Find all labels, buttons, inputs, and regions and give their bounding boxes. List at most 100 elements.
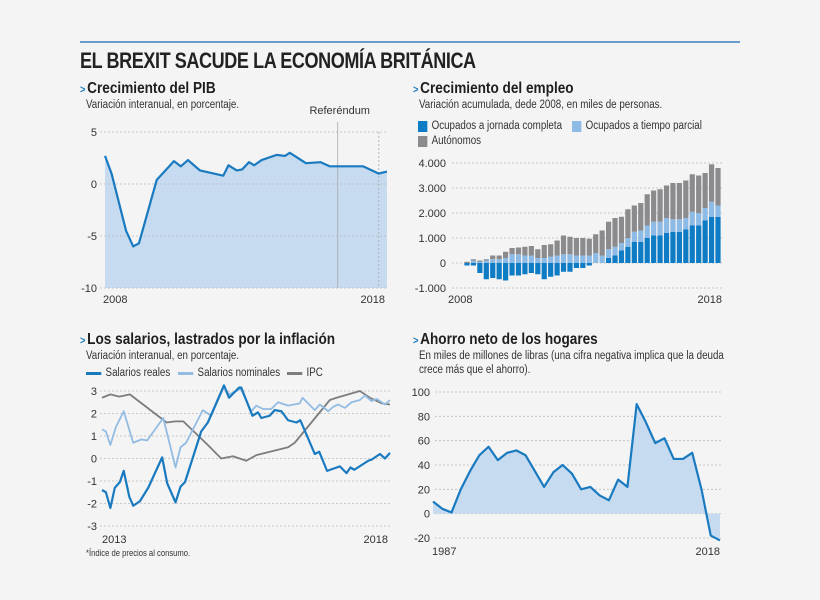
bar-full-time <box>663 233 670 263</box>
legend-label: Ocupados a tiempo parcial <box>585 120 702 132</box>
bar-self-employed <box>696 175 702 213</box>
bar-part-time <box>618 243 625 251</box>
bar-part-time <box>708 201 715 217</box>
chart-ahorro-subtitle: En miles de millones de libras (una cifr… <box>419 350 724 376</box>
ipc-line <box>101 390 391 462</box>
legend-item-ipc: IPC <box>287 367 323 379</box>
bar-full-time <box>644 238 650 263</box>
bar-part-time <box>593 253 599 263</box>
bar-full-time <box>554 263 560 276</box>
bar-part-time <box>670 219 676 232</box>
bar-part-time <box>554 255 560 263</box>
y-tick-label: 0 <box>424 509 430 521</box>
legend-item-full-time: Ocupados a jornada completa <box>418 120 562 132</box>
bar-self-employed <box>548 244 554 257</box>
bar-part-time <box>676 219 682 232</box>
chart-pib-subtitle: Variación interanual, en porcentaje. <box>86 99 240 111</box>
y-tick-label: -1.000 <box>415 283 446 295</box>
bar-part-time <box>657 221 663 236</box>
legend-label: Autónomos <box>431 135 482 147</box>
bar-self-employed <box>503 251 509 258</box>
bar-full-time <box>625 246 631 263</box>
bar-self-employed <box>490 255 496 260</box>
nominal-wages-line <box>101 385 391 469</box>
x-tick-label: 2008 <box>448 294 472 306</box>
bar-self-employed <box>509 248 515 255</box>
bar-full-time <box>586 263 592 266</box>
bar-self-employed <box>567 236 573 255</box>
legend-label: Salarios nominales <box>197 367 281 379</box>
bar-self-employed <box>554 240 560 256</box>
chart-empleo-title: > Crecimiento del empleo <box>413 80 574 98</box>
y-tick-label: 80 <box>418 411 430 423</box>
bar-part-time <box>490 259 496 263</box>
bar-self-employed <box>593 234 599 253</box>
x-tick-label: 2018 <box>696 546 720 558</box>
bar-full-time <box>477 263 483 273</box>
page-title: EL BREXIT SACUDE LA ECONOMÍA BRITÁNICA <box>80 48 476 73</box>
y-tick-label: -10 <box>81 283 97 295</box>
bar-full-time <box>464 263 470 266</box>
chart-pib-title-text: Crecimiento del PIB <box>87 80 216 97</box>
bar-full-time <box>528 263 534 273</box>
bar-part-time <box>651 221 657 236</box>
legend-line <box>287 371 303 375</box>
y-tick-label: 60 <box>418 436 430 448</box>
y-tick-label: 3 <box>91 386 97 398</box>
bar-part-time <box>522 255 528 263</box>
y-tick-label: 0 <box>91 179 97 191</box>
y-tick-label: 40 <box>418 460 430 472</box>
bar-full-time <box>683 229 689 263</box>
y-tick-label: -20 <box>414 533 430 545</box>
bar-full-time <box>651 235 657 263</box>
bar-full-time <box>522 263 528 275</box>
bar-full-time <box>483 263 489 280</box>
chart-salarios-subtitle: Variación interanual, en porcentaje. <box>86 350 240 362</box>
bar-part-time <box>528 255 534 263</box>
bar-self-employed <box>618 216 625 243</box>
bar-part-time <box>605 249 612 258</box>
bar-self-employed <box>470 259 477 261</box>
chart-empleo-subtitle: Variación acumulada, dede 2008, en miles… <box>419 99 663 111</box>
legend-line <box>178 371 194 375</box>
bar-full-time <box>605 258 612 263</box>
bar-full-time <box>708 216 715 263</box>
footnote: *Índice de precios al consumo. <box>86 548 191 558</box>
y-tick-label: 100 <box>412 387 430 399</box>
bar-full-time <box>548 263 554 277</box>
chart-salarios-title-text: Los salarios, lastrados por la inflación <box>87 331 336 348</box>
bar-self-employed <box>683 180 689 218</box>
y-tick-label: 2.000 <box>418 208 446 220</box>
bar-full-time <box>715 216 721 263</box>
bar-part-time <box>638 230 644 242</box>
bar-full-time <box>535 263 541 275</box>
bar-part-time <box>715 205 721 217</box>
legend-label: Ocupados a jornada completa <box>431 120 563 132</box>
bar-full-time <box>638 241 644 263</box>
chart-pib-title: > Crecimiento del PIB <box>80 80 216 98</box>
chevron-right-icon: > <box>80 335 86 347</box>
bar-full-time <box>580 263 586 268</box>
bar-full-time <box>612 255 618 263</box>
y-tick-label: 5 <box>91 127 97 139</box>
bar-full-time <box>509 263 515 276</box>
legend-item-real-wages: Salarios reales <box>86 367 170 379</box>
y-tick-label: -5 <box>87 231 97 243</box>
pib-area <box>105 152 387 288</box>
x-tick-label: 1987 <box>432 546 456 558</box>
chevron-right-icon: > <box>413 335 419 347</box>
bar-full-time <box>670 231 676 263</box>
chart-empleo-title-text: Crecimiento del empleo <box>420 80 574 97</box>
y-tick-label: 4.000 <box>418 158 446 170</box>
bar-self-employed <box>515 247 522 255</box>
bar-self-employed <box>612 218 618 247</box>
bar-full-time <box>496 263 502 280</box>
bar-full-time <box>696 225 702 263</box>
bar-part-time <box>515 254 522 263</box>
x-tick-label: 2018 <box>364 534 388 546</box>
bar-part-time <box>683 218 689 230</box>
bar-part-time <box>599 255 605 263</box>
legend-label: IPC <box>306 367 323 379</box>
y-tick-label: 3.000 <box>418 183 446 195</box>
chevron-right-icon: > <box>80 84 86 96</box>
